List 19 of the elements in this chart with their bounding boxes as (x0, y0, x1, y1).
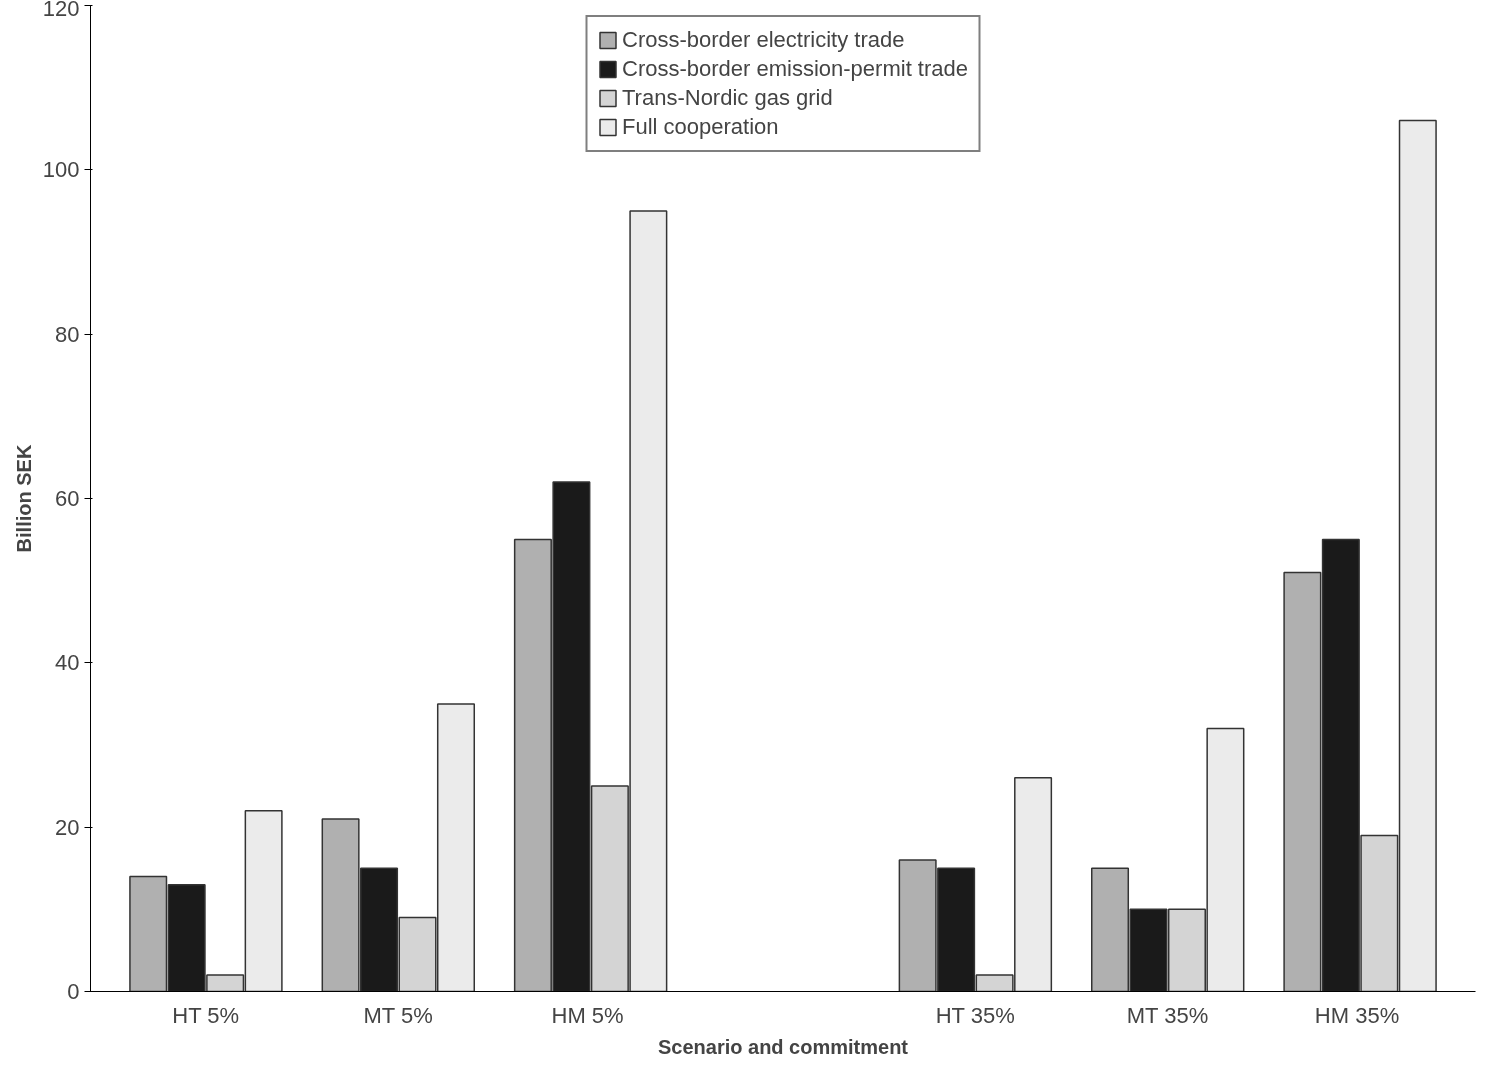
y-axis-title: Billion SEK (12, 444, 35, 553)
legend-label: Full cooperation (622, 114, 779, 140)
x-axis-title: Scenario and commitment (657, 1035, 909, 1058)
x-tick-label: HT 5% (172, 1002, 240, 1028)
y-tick-label: 20 (55, 814, 80, 840)
y-tick-label: 100 (42, 157, 80, 183)
x-tick-label: MT 5% (363, 1002, 433, 1028)
y-tick-label: 60 (55, 486, 80, 511)
legend-label: Cross-border emission-permit trade (622, 56, 968, 82)
x-tick-label: HM 35% (1314, 1002, 1400, 1028)
y-tick-label: 80 (55, 321, 80, 347)
x-tick-label: HM 5% (551, 1002, 624, 1028)
y-tick-label: 120 (42, 0, 80, 21)
x-tick-label: MT 35% (1126, 1002, 1209, 1028)
y-tick-label: 40 (55, 650, 80, 676)
x-tick-label: HT 35% (935, 1002, 1015, 1028)
legend-label: Trans-Nordic gas grid (622, 85, 833, 111)
legend-label: Cross-border electricity trade (622, 27, 905, 53)
y-tick-label: 0 (67, 979, 80, 1004)
